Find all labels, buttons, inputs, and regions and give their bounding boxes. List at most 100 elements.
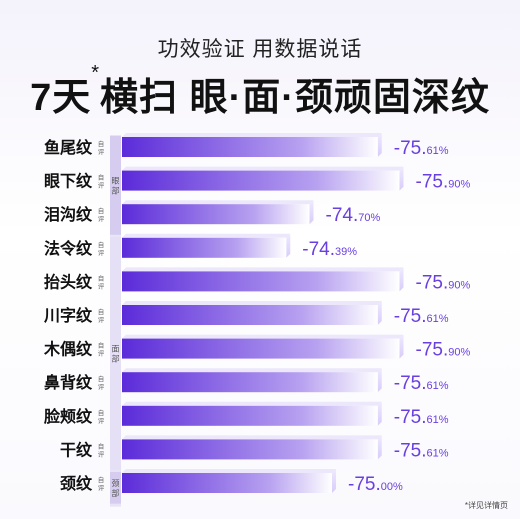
group-band [110,136,121,235]
value-label: -75.90% [416,340,471,361]
bar-top-face [122,368,382,373]
category-label: 木偶纹 [43,340,93,359]
value-major: -74. [302,239,335,260]
category-tag: 评 [98,249,105,257]
footnote: *详见详情页 [464,501,508,510]
category-label: 脸颊纹 [44,407,93,426]
group-band [110,236,121,470]
category-tag: 评 [98,182,105,190]
chart-subtitle: 功效验证 用数据说话 [157,38,363,61]
value-minor: 90% [448,279,470,291]
category-tag: 评 [98,350,105,358]
value-major: -75. [348,474,381,495]
value-label: -75.00% [348,474,403,495]
value-major: -75. [394,440,427,461]
group-label: 颈 [112,479,120,488]
value-minor: 61% [427,313,449,325]
category-tag: 评 [98,316,105,324]
category-label: 抬头纹 [44,272,93,291]
bar-top-face [122,334,404,339]
category-label: 泪沟纹 [44,205,93,224]
value-minor: 61% [427,380,449,392]
bar-side-face [399,166,404,191]
title-asterisk: * [91,62,101,84]
category-label: 法令纹 [44,239,93,258]
group-label: 部 [112,185,120,195]
bar [122,204,310,225]
category-tag: 自 [98,206,105,215]
category-tag: 自 [98,408,105,417]
category-tag: 评 [98,417,105,425]
bar-top-face [122,469,336,473]
bar-top-face [122,166,404,171]
category-tag: 评 [98,450,105,458]
group-label: 面 [112,344,120,353]
bar [122,439,378,460]
bar-top-face [122,133,382,137]
category-label: 眼下纹 [44,172,93,191]
category-tag: 自 [98,307,105,316]
category-label: 干纹 [60,440,93,459]
category-tag: 自 [98,441,105,450]
category-tag: 自 [98,374,105,383]
value-label: -74.39% [302,239,357,260]
value-major: -75. [416,340,449,361]
bar [122,473,332,493]
category-tag: 自 [98,240,105,249]
value-label: -74.70% [326,205,381,226]
value-major: -75. [394,306,427,327]
bar-side-face [377,401,382,426]
bar [122,237,287,258]
bar [122,305,378,325]
value-minor: 70% [358,212,380,224]
group-label: 眼 [112,176,120,185]
category-tag: 自 [98,475,105,484]
value-label: -75.61% [394,440,449,461]
bar [122,405,378,426]
value-minor: 90% [448,179,470,191]
category-tag: 自 [98,139,105,148]
bar-side-face [286,233,291,258]
value-minor: 90% [448,347,470,359]
value-major: -75. [416,272,449,293]
bar [122,372,378,393]
group-band [110,472,121,504]
value-minor: 61% [427,145,449,157]
value-major: -74. [326,205,359,226]
value-label: -75.61% [394,373,449,394]
category-tag: 自 [98,173,105,182]
category-tag: 评 [98,383,105,391]
value-minor: 61% [427,447,449,459]
bar [122,170,400,191]
category-label: 鼻背纹 [44,373,93,392]
category-tag: 评 [98,484,105,492]
bar-side-face [332,469,336,493]
bar-top-face [122,267,404,272]
bar-top-face [122,401,382,406]
value-label: -75.61% [394,306,449,327]
chart-title: 7天*横扫 眼·面·颈顽固深纹 [0,62,520,121]
category-label: 颈纹 [60,474,93,493]
value-minor: 61% [427,414,449,426]
bar-side-face [377,133,382,157]
bar-side-face [377,301,382,325]
title-part-days: 7天 [30,77,92,119]
bar-side-face [377,435,382,460]
bar-top-face [122,435,382,440]
group-label: 部 [112,488,120,498]
category-label: 鱼尾纹 [44,138,93,157]
category-tag: 评 [98,282,105,290]
value-minor: 00% [381,481,403,493]
bar-top-face [122,233,291,238]
value-label: -75.90% [416,272,471,293]
bar-side-face [399,334,404,359]
bar-top-face [122,301,382,305]
value-minor: 39% [335,246,357,258]
value-label: -75.61% [394,407,449,428]
bar-side-face [309,200,314,225]
bar-top-face [122,200,314,205]
category-label: 川字纹 [43,306,93,325]
value-label: -75.61% [394,138,449,159]
category-tag: 自 [98,273,105,282]
